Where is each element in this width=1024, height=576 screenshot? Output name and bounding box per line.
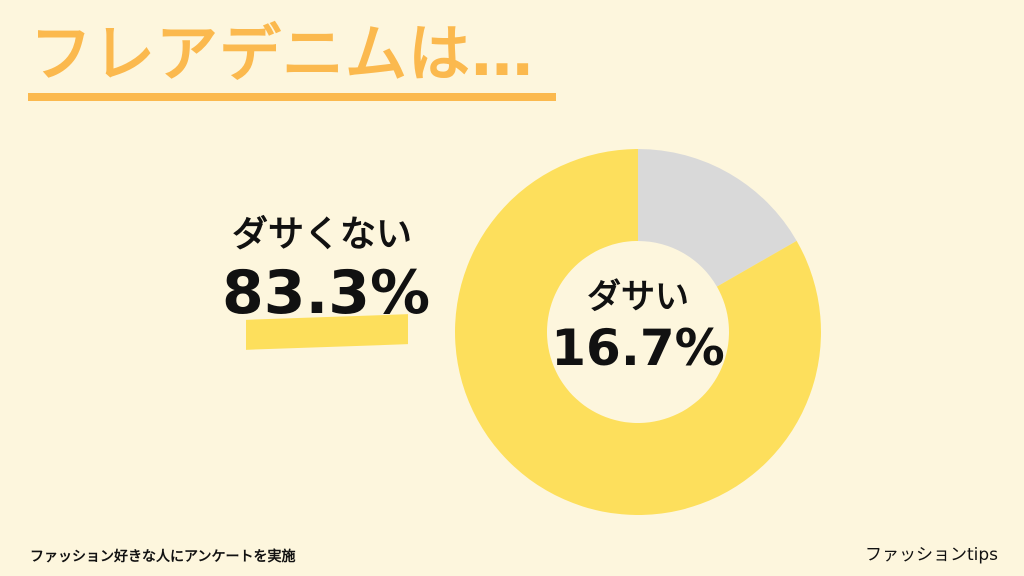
brand-label: ファッションtips [864,545,998,565]
label-dasakunai-value: 83.3% [222,257,431,328]
label-dasakunai: ダサくない 83.3% [222,212,431,328]
page-title: フレアデニムは… [30,17,535,90]
survey-note: ファッション好きな人にアンケートを実施 [30,549,296,565]
title-underline [28,93,556,101]
donut-chart-svg [455,149,821,515]
donut-chart: ダサい 16.7% [448,142,828,522]
donut-slice-dasakunai [455,149,821,515]
label-dasakunai-name: ダサくない [231,214,412,255]
donut-slice-dasai [638,149,797,287]
